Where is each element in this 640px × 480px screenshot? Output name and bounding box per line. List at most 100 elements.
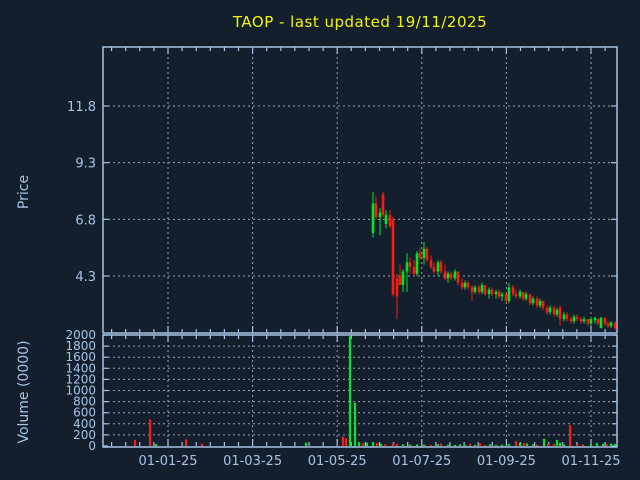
candle [538,300,542,306]
volume-tick-label: 400 [73,417,96,431]
volume-tick-label: 0 [88,439,96,453]
candle [606,323,610,326]
volume-tick-label: 1600 [65,350,96,364]
x-tick-label: 01-03-25 [223,454,282,469]
candle [555,310,559,315]
candle [473,287,477,292]
panel-borders [102,46,618,448]
candle [401,271,405,286]
volume-bar [531,444,535,446]
candle [558,307,562,320]
volume-bar [589,444,593,446]
volume-bar [552,444,556,446]
volume-panel-border [102,334,618,448]
volume-bar [348,336,352,446]
volume-tick-label: 1800 [65,339,96,353]
price-tick-label: 6.8 [75,213,96,228]
candle [613,322,617,329]
volume-bar [148,419,152,446]
candle [395,278,399,297]
price-tick-label: 9.3 [75,157,96,172]
volume-bar [595,443,599,446]
volume-bar [535,444,539,446]
candle [487,289,491,295]
volume-tick-label: 1000 [65,384,96,398]
x-tick-label: 01-05-25 [308,454,367,469]
volume-bar [542,438,546,446]
volume-bar [478,443,482,446]
volume-bar [379,443,383,446]
x-tick-label: 01-07-25 [392,454,451,469]
volume-bar [375,442,379,446]
volume-bar [518,442,522,446]
candle [449,273,453,279]
volume-bar [344,438,348,446]
candle [453,271,457,279]
volume-tick-label: 2000 [65,328,96,342]
volume-bar [494,444,498,446]
volume-bar [546,443,550,446]
x-tick-label: 01-11-25 [561,454,620,469]
candle [412,266,416,274]
candle [575,316,579,320]
volume-bar [500,444,504,446]
candle [507,287,511,301]
candle [378,212,382,218]
candle [456,271,460,283]
volume-bar [605,444,609,446]
candle [521,291,525,299]
candle [586,319,590,324]
candle [439,262,443,272]
volume-bar [525,443,529,446]
candle [415,253,419,274]
volume-bar [184,439,188,446]
volume-tick-label: 1200 [65,372,96,386]
volume-bar [555,439,559,446]
candle [436,262,440,272]
candle [466,282,470,288]
volume-tick-label: 600 [73,406,96,420]
volume-bar [154,444,158,446]
volume-bar [391,442,395,446]
candle [446,273,450,279]
volume-bar [568,425,572,446]
volume-bar [473,444,477,446]
volume-series [133,336,617,446]
candle [470,287,474,292]
candle [422,248,426,258]
chart-title: TAOP - last updated 19/11/2025 [232,13,488,31]
candle [589,319,593,324]
volume-tick-label: 800 [73,395,96,409]
volume-bar [453,444,457,446]
candle [483,285,487,295]
candle [490,289,494,295]
candle [371,203,375,233]
candle [408,262,412,267]
volume-tick-label: 200 [73,428,96,442]
candle [500,294,504,297]
volume-bar [463,444,467,446]
candle [504,294,508,301]
volume-bar [383,444,387,446]
candle [541,300,545,308]
candle [463,282,467,288]
candle [531,298,535,304]
candlestick-series [371,192,617,331]
candle [460,282,464,288]
candle [429,260,433,267]
volume-bar [609,443,613,446]
volume-bar [395,443,399,446]
candle [565,314,569,320]
candle [494,291,498,295]
candle [405,262,409,272]
volume-bar [422,444,426,446]
price-panel-border [102,46,618,334]
volume-bar [575,444,579,446]
candle [552,307,556,315]
volume-bar [361,443,365,446]
candle [374,203,378,218]
volume-bar [439,443,443,446]
volume-bar [488,444,492,446]
candle [593,317,597,321]
